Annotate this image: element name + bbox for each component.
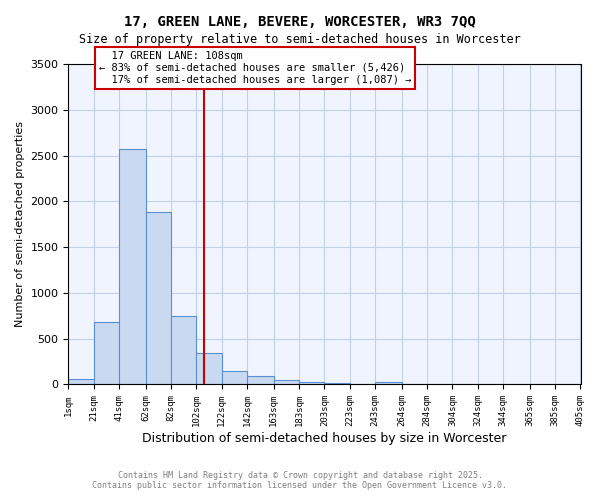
Bar bbox=[325, 383, 350, 384]
Bar bbox=[274, 380, 299, 384]
Text: 17, GREEN LANE, BEVERE, WORCESTER, WR3 7QQ: 17, GREEN LANE, BEVERE, WORCESTER, WR3 7… bbox=[124, 15, 476, 29]
Text: Size of property relative to semi-detached houses in Worcester: Size of property relative to semi-detach… bbox=[79, 32, 521, 46]
Bar bbox=[68, 380, 94, 384]
Bar bbox=[94, 322, 119, 384]
Bar bbox=[222, 370, 247, 384]
Bar bbox=[171, 316, 196, 384]
Text: 17 GREEN LANE: 108sqm
← 83% of semi-detached houses are smaller (5,426)
  17% of: 17 GREEN LANE: 108sqm ← 83% of semi-deta… bbox=[99, 52, 412, 84]
Y-axis label: Number of semi-detached properties: Number of semi-detached properties bbox=[15, 122, 25, 328]
Text: Contains HM Land Registry data © Crown copyright and database right 2025.
Contai: Contains HM Land Registry data © Crown c… bbox=[92, 470, 508, 490]
Bar bbox=[119, 150, 146, 384]
Bar bbox=[146, 212, 171, 384]
Bar bbox=[247, 376, 274, 384]
Bar bbox=[204, 354, 222, 384]
Bar bbox=[375, 382, 402, 384]
X-axis label: Distribution of semi-detached houses by size in Worcester: Distribution of semi-detached houses by … bbox=[142, 432, 506, 445]
Bar bbox=[299, 382, 325, 384]
Bar bbox=[196, 354, 204, 384]
